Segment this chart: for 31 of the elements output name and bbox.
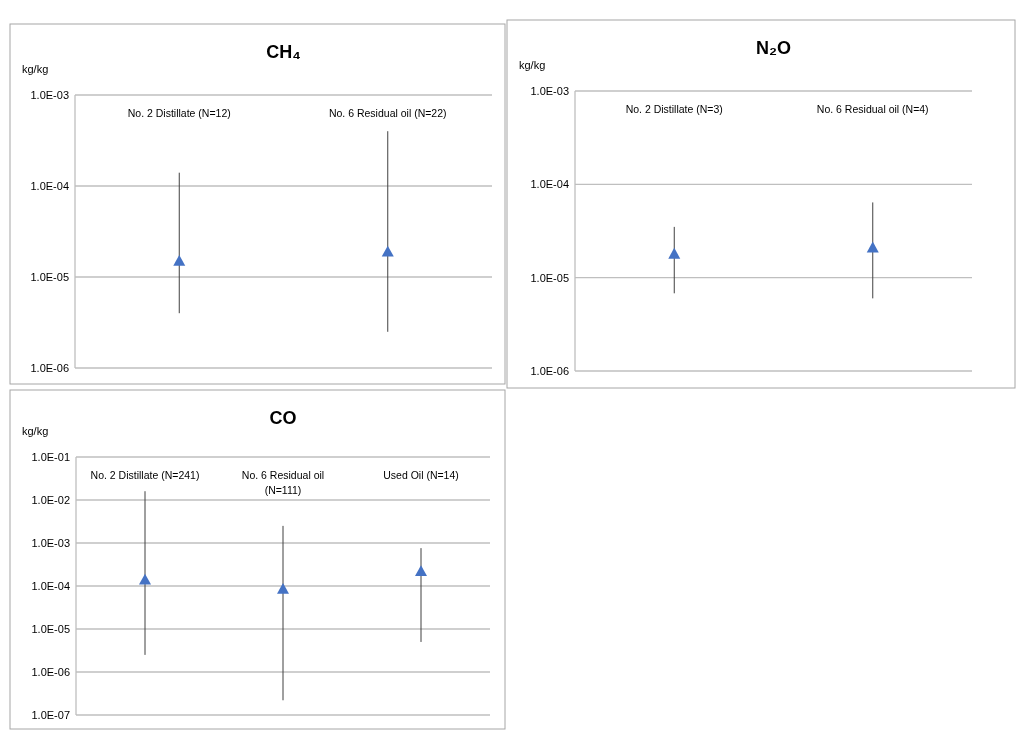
y-tick-label: 1.0E-06: [31, 665, 70, 678]
y-tick-label: 1.0E-01: [31, 450, 70, 463]
y-tick-label: 1.0E-07: [31, 708, 70, 721]
y-axis-title: kg/kg: [22, 63, 49, 75]
y-tick-label: 1.0E-04: [30, 179, 69, 192]
y-axis-title: kg/kg: [519, 59, 546, 71]
x-tick-label: No. 2 Distillate (N=12): [127, 107, 231, 119]
chart-title: N₂O: [756, 38, 791, 58]
y-tick-label: 1.0E-05: [30, 270, 69, 283]
y-tick-label: 1.0E-04: [530, 178, 569, 191]
x-tick-label: No. 6 Residual oil (N=4): [816, 103, 929, 115]
x-tick-label: No. 2 Distillate (N=3): [625, 103, 723, 115]
y-tick-label: 1.0E-06: [30, 361, 69, 374]
y-tick-label: 1.0E-02: [31, 493, 70, 506]
y-tick-label: 1.0E-03: [30, 88, 69, 101]
x-tick-label: No. 6 Residual oil (N=111): [241, 469, 325, 496]
chart-title: CH₄: [266, 42, 301, 62]
y-tick-label: 1.0E-05: [530, 271, 569, 284]
point: [415, 565, 427, 577]
point: [139, 573, 151, 585]
x-tick-label: No. 2 Distillate (N=241): [90, 469, 200, 481]
chart-title: CO: [269, 408, 297, 428]
x-tick-label: No. 6 Residual oil (N=22): [328, 107, 447, 119]
y-tick-label: 1.0E-03: [530, 84, 569, 97]
y-tick-label: 1.0E-04: [31, 579, 70, 592]
y-tick-label: 1.0E-05: [31, 622, 70, 635]
x-tick-label: Used Oil (N=14): [383, 469, 459, 481]
y-axis-title: kg/kg: [22, 425, 49, 437]
y-tick-label: 1.0E-06: [530, 364, 569, 377]
y-tick-label: 1.0E-03: [31, 536, 70, 549]
point: [277, 583, 289, 594]
